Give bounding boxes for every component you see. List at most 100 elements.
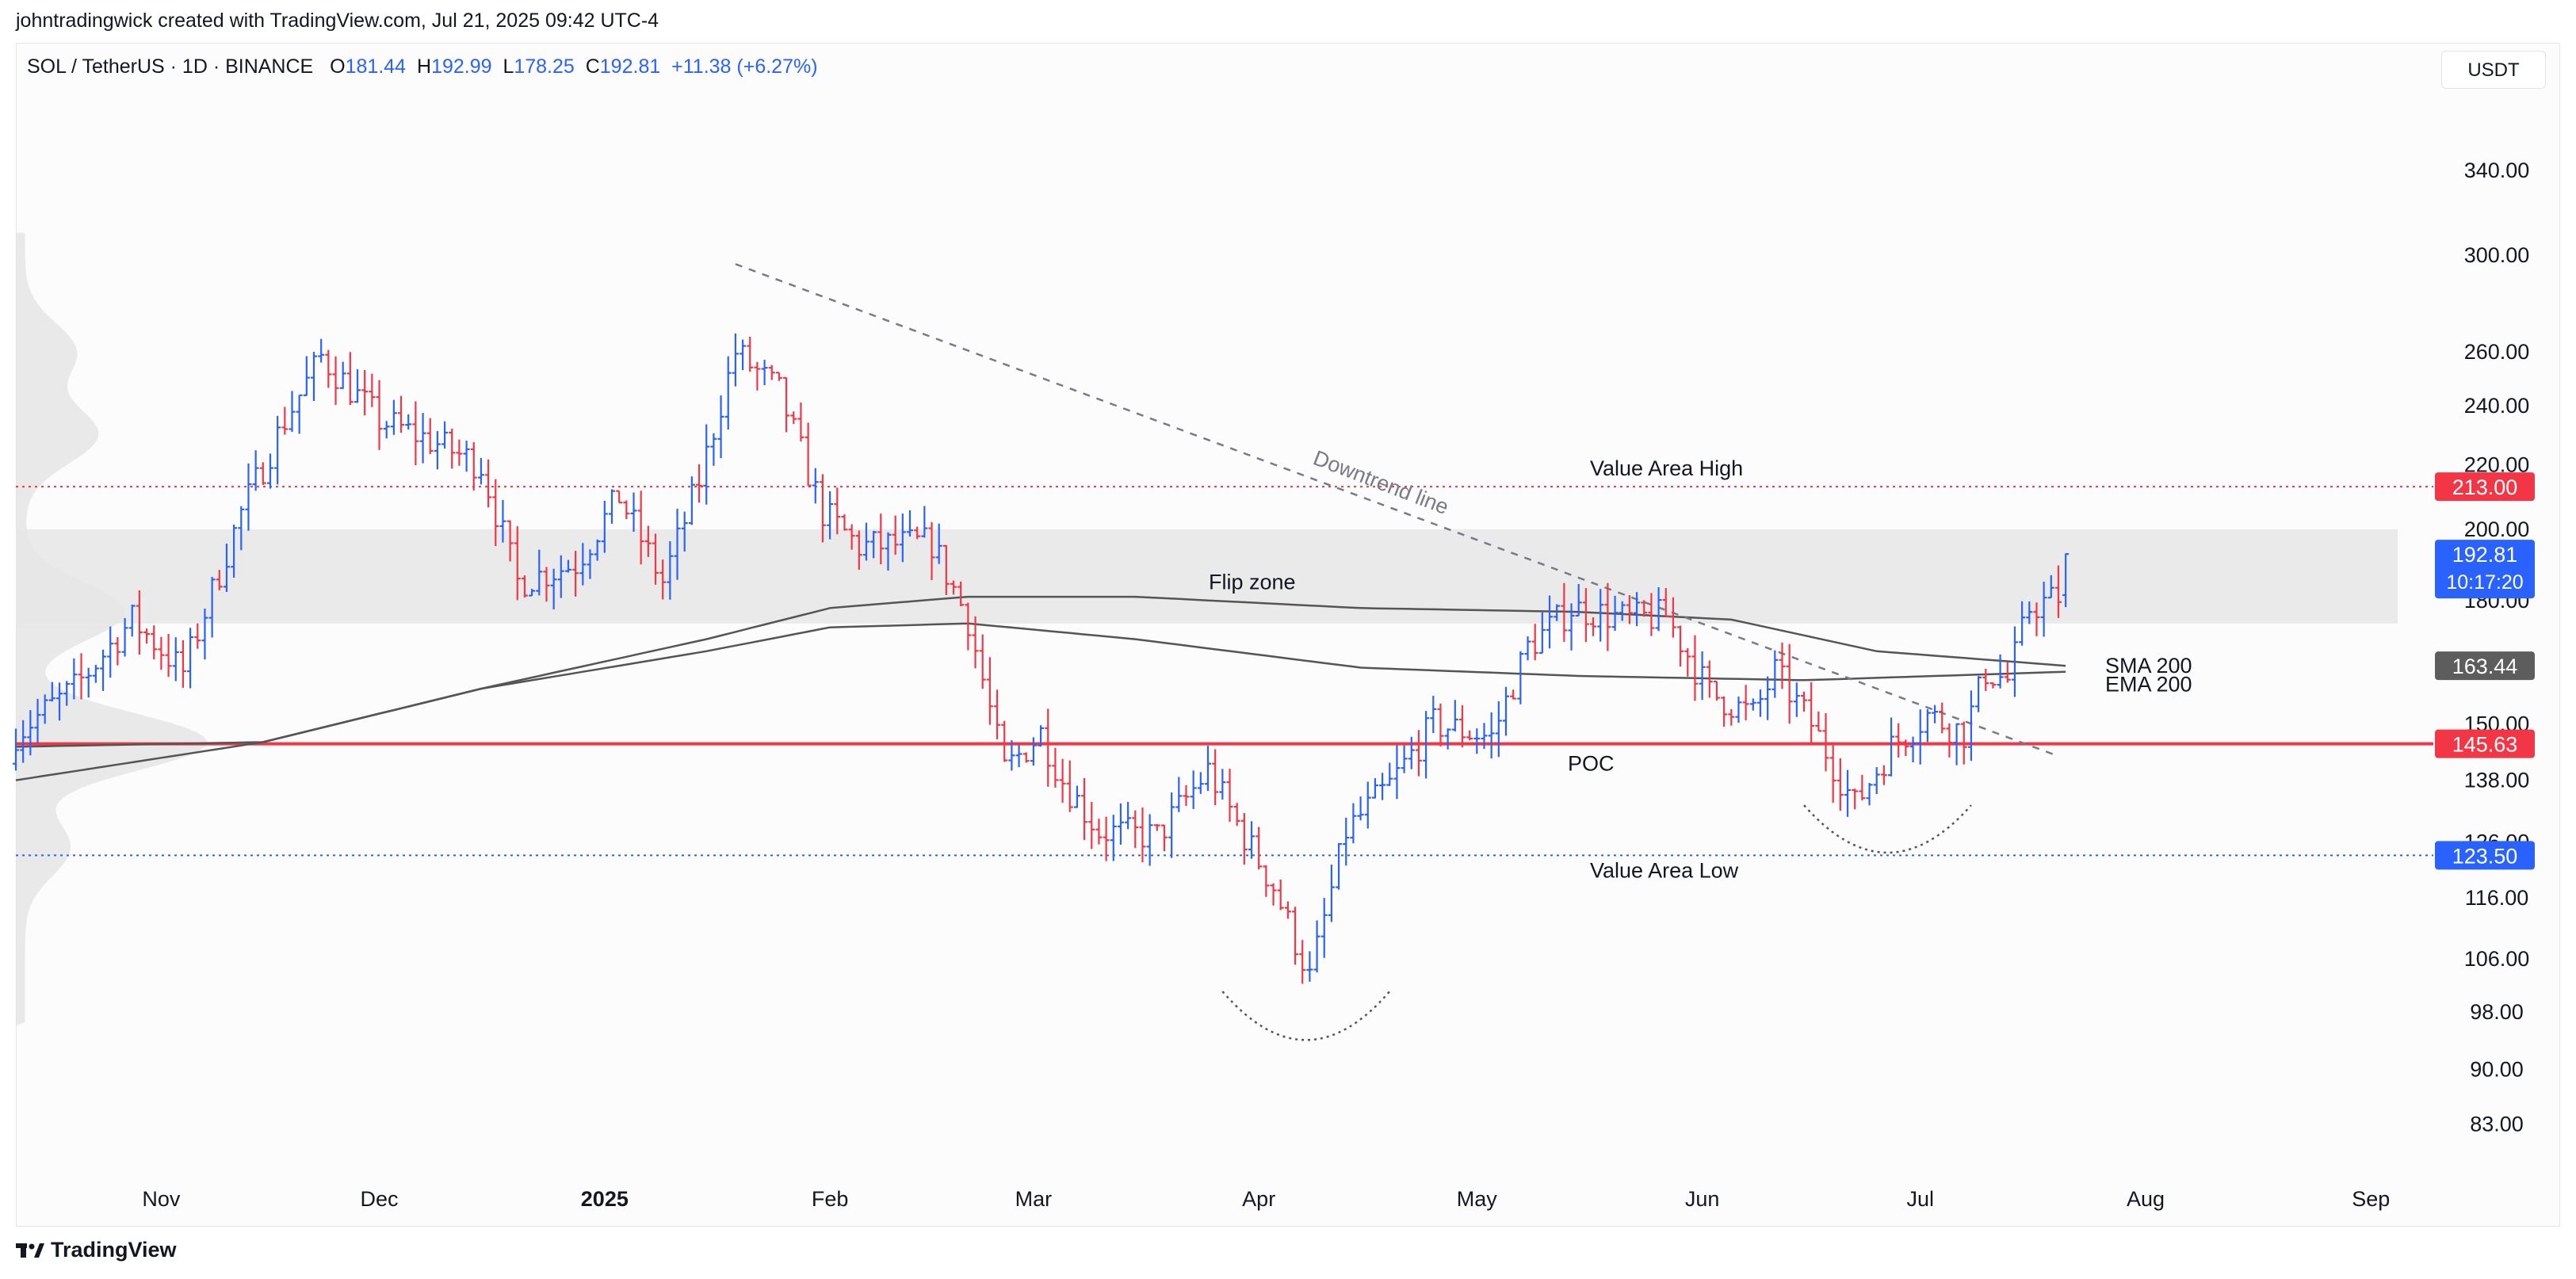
ohlc-bar [412, 401, 419, 465]
ohlc-bar [754, 361, 761, 391]
tradingview-logo[interactable]: TradingView [16, 1238, 177, 1262]
ohlc-bar [928, 521, 935, 580]
close-value: 192.81 [599, 55, 661, 78]
ohlc-bar [1538, 612, 1546, 655]
ohlc-bar [914, 526, 921, 540]
ohlc-bar [1233, 803, 1240, 827]
ohlc-bar [354, 369, 361, 403]
ohlc-bar [1997, 654, 2004, 689]
ohlc-bar [2047, 575, 2054, 599]
ohlc-bar [1786, 643, 1793, 724]
ohlc-bar [100, 649, 107, 692]
ohlc-bar [1836, 758, 1844, 811]
volume-profile [16, 232, 208, 1026]
ohlc-bar [1982, 668, 1989, 691]
ohlc-bar [426, 418, 434, 455]
ohlc-bar [383, 421, 390, 439]
ohlc-bar [1764, 676, 1771, 720]
ohlc-bar [20, 720, 27, 763]
ohlc-bar [848, 524, 855, 550]
ohlc-bar [1052, 747, 1059, 788]
currency-selector[interactable]: USDT [2441, 51, 2546, 89]
ohlc-bar [165, 634, 172, 678]
ohlc-bar [179, 640, 186, 688]
ohlc-bar [71, 658, 78, 700]
downtrend-line-label: Downtrend line [1310, 446, 1452, 520]
ohlc-bar [1183, 785, 1190, 806]
y-tick-label: 98.00 [2470, 1000, 2524, 1024]
ohlc-bar [434, 431, 441, 470]
ohlc-bar [1001, 720, 1008, 762]
ohlc-bar [1205, 745, 1211, 792]
ohlc-bar [1379, 773, 1386, 800]
ohlc-bar [986, 657, 993, 725]
change-value: +11.38 (+6.27%) [671, 55, 818, 78]
ohlc-bar [1066, 760, 1073, 812]
x-tick-label: May [1457, 1187, 1498, 1211]
ohlc-bar [172, 637, 179, 681]
ohlc-bar [1386, 762, 1393, 786]
ohlc-bar [862, 522, 869, 561]
ohlc-bar [1415, 730, 1422, 777]
ohlc-bar [506, 520, 514, 562]
ohlc-bar [1343, 817, 1350, 866]
chart-frame[interactable] [16, 43, 2560, 1227]
ohlc-bar [1263, 865, 1270, 897]
ohlc-bar [78, 653, 85, 700]
open-label: O [330, 55, 346, 78]
ohlc-bar [266, 453, 273, 489]
ohlc-bar [1437, 703, 1444, 747]
tradingview-logo-icon [16, 1243, 44, 1258]
y-tick-label: 116.00 [2465, 886, 2529, 910]
y-tick-label: 90.00 [2470, 1057, 2524, 1081]
ohlc-bar [1728, 708, 1735, 726]
ohlc-bar [194, 623, 201, 649]
ohlc-bar [1611, 595, 1619, 631]
ohlc-bar [1328, 865, 1335, 922]
y-tick-label: 300.00 [2464, 243, 2530, 267]
ohlc-bar [1125, 801, 1132, 830]
ohlc-bar [514, 526, 521, 601]
ohlc-bar [696, 464, 703, 503]
ohlc-bar [325, 349, 332, 388]
ohlc-bar [1430, 696, 1437, 734]
ohlc-bar [564, 559, 571, 573]
ohlc-bar [303, 356, 310, 396]
flip-zone [16, 529, 2398, 624]
ema-200-label: EMA 200 [2105, 673, 2192, 697]
ohlc-bar [1451, 700, 1458, 732]
ohlc-bar [1735, 697, 1742, 723]
ohlc-bar [2011, 626, 2018, 697]
ohlc-bar [1132, 810, 1139, 849]
ohlc-bar [1706, 660, 1713, 698]
ohlc-bar [1909, 736, 1917, 763]
ohlc-bar [1975, 676, 1982, 712]
ohlc-bar [41, 694, 48, 724]
ohlc-bar [1829, 745, 1836, 804]
ohlc-bar [492, 479, 499, 546]
ohlc-bar [827, 491, 834, 540]
ohlc-bar [121, 617, 128, 657]
ohlc-bar [1815, 711, 1822, 732]
ohlc-bar [1801, 691, 1807, 712]
sma-200-label: SMA 200 [2105, 654, 2192, 678]
ohlc-bar [594, 539, 601, 561]
ohlc-bar [1634, 592, 1641, 627]
ohlc-bar [659, 559, 667, 600]
ohlc-bar [252, 450, 259, 491]
ohlc-bar [630, 492, 637, 533]
ohlc-bar [950, 580, 957, 595]
ohlc-bar [463, 441, 470, 472]
ohlc-bar [1357, 796, 1364, 821]
ohlc-bar [311, 351, 317, 402]
ohlc-bar [1073, 785, 1080, 808]
ohlc-bar [740, 339, 747, 371]
open-value: 181.44 [345, 55, 407, 78]
ohlc-bar [1917, 709, 1924, 765]
y-tick-label: 83.00 [2470, 1113, 2524, 1136]
symbol-label[interactable]: SOL / TetherUS · 1D · BINANCE [27, 55, 314, 78]
ohlc-bar [201, 609, 208, 660]
ohlc-bar [1008, 740, 1015, 771]
ohlc-bar [812, 468, 819, 504]
